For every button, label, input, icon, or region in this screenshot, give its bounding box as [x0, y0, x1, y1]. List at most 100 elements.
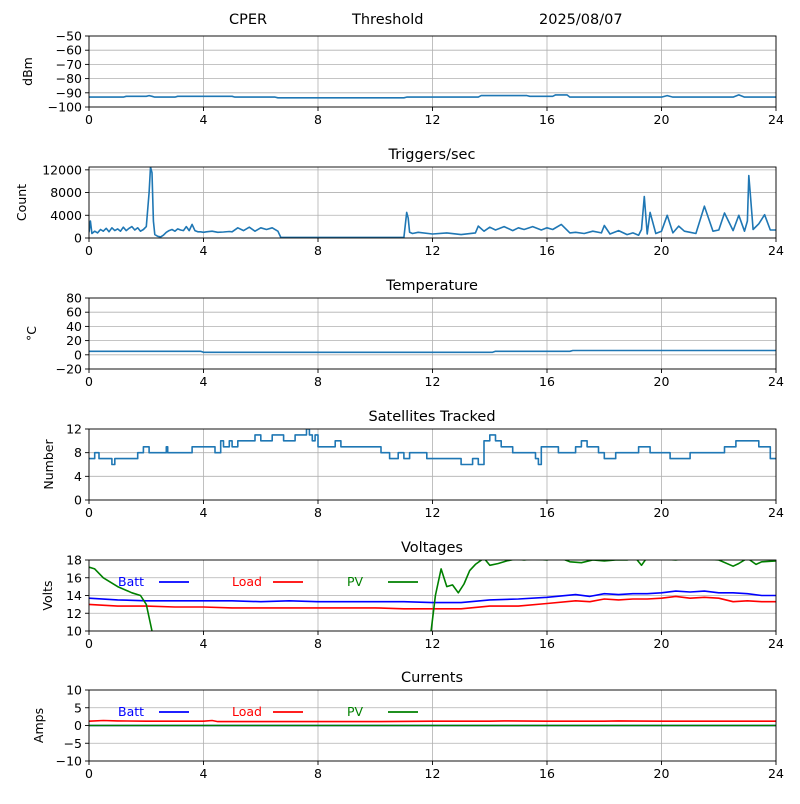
triggers-xtick-label: 8 — [314, 243, 322, 258]
currents-xtick-label: 8 — [314, 766, 322, 781]
triggers-xtick-label: 20 — [654, 243, 670, 258]
voltages-legend-label-load: Load — [232, 574, 262, 589]
triggers-ytick-label: 12000 — [42, 162, 82, 177]
temperature-xtick-label: 12 — [425, 374, 441, 389]
voltages-xtick-label: 16 — [539, 636, 555, 651]
triggers-xtick-label: 4 — [200, 243, 208, 258]
voltages-pv-line — [89, 566, 153, 631]
triggers-xtick-label: 24 — [768, 243, 784, 258]
currents-xtick-label: 16 — [539, 766, 555, 781]
voltages-ytick-label: 12 — [66, 606, 82, 621]
voltages-legend-label-batt: Batt — [118, 574, 144, 589]
threshold-ytick-label: −90 — [56, 85, 82, 100]
threshold-xtick-label: 0 — [85, 112, 93, 127]
threshold-xtick-label: 4 — [200, 112, 208, 127]
satellites-title: Satellites Tracked — [368, 409, 495, 425]
currents-xtick-label: 20 — [654, 766, 670, 781]
temperature-ytick-label: −20 — [56, 362, 82, 377]
triggers-series-line — [89, 167, 776, 238]
satellites-series-line — [89, 429, 776, 466]
voltages-legend-label-pv: PV — [347, 574, 364, 589]
currents-ytick-label: −10 — [56, 754, 82, 769]
voltages-load-line — [89, 595, 776, 610]
threshold-xtick-label: 8 — [314, 112, 322, 127]
triggers-xtick-label: 16 — [539, 243, 555, 258]
satellites-ytick-label: 0 — [74, 493, 82, 508]
currents-ylabel: Amps — [31, 708, 46, 743]
voltages-xtick-label: 4 — [200, 636, 208, 651]
currents-legend-label-load: Load — [232, 704, 262, 719]
voltages-title: Voltages — [401, 540, 463, 556]
satellites-ytick-label: 12 — [66, 422, 82, 437]
satellites-ylabel: Number — [41, 439, 56, 490]
header-site: CPER — [229, 12, 268, 28]
voltages-ytick-label: 16 — [66, 570, 82, 585]
threshold-ytick-label: −60 — [56, 43, 82, 58]
triggers-ylabel: Count — [14, 184, 29, 221]
voltages-xtick-label: 24 — [768, 636, 784, 651]
currents-ytick-label: 0 — [74, 718, 82, 733]
threshold-xtick-label: 24 — [768, 112, 784, 127]
satellites-xtick-label: 0 — [85, 505, 93, 520]
currents-load-line — [89, 719, 776, 723]
temperature-xtick-label: 16 — [539, 374, 555, 389]
triggers-ytick-label: 0 — [74, 231, 82, 246]
threshold-ytick-label: −100 — [48, 100, 82, 115]
satellites-ytick-label: 8 — [74, 445, 82, 460]
threshold-ylabel: dBm — [20, 57, 35, 86]
satellites-xtick-label: 20 — [654, 505, 670, 520]
currents-xtick-label: 24 — [768, 766, 784, 781]
currents-xtick-label: 12 — [425, 766, 441, 781]
temperature-series-line — [89, 349, 776, 354]
temperature-xtick-label: 4 — [200, 374, 208, 389]
temperature-ylabel: °C — [24, 326, 39, 341]
currents-legend-label-pv: PV — [347, 704, 364, 719]
temperature-title: Temperature — [385, 278, 478, 294]
triggers-xtick-label: 12 — [425, 243, 441, 258]
threshold-series-line — [89, 94, 776, 99]
triggers-ytick-label: 8000 — [50, 185, 82, 200]
voltages-ytick-label: 10 — [66, 624, 82, 639]
threshold-ytick-label: −50 — [56, 29, 82, 44]
header-mode: Threshold — [352, 12, 424, 28]
threshold-ytick-label: −80 — [56, 71, 82, 86]
voltages-xtick-label: 0 — [85, 636, 93, 651]
header-date: 2025/08/07 — [539, 12, 623, 28]
temperature-ytick-label: 80 — [66, 291, 82, 306]
currents-title: Currents — [401, 670, 463, 686]
triggers-ytick-label: 4000 — [50, 208, 82, 223]
currents-xtick-label: 0 — [85, 766, 93, 781]
temperature-ytick-label: 20 — [66, 333, 82, 348]
temperature-xtick-label: 20 — [654, 374, 670, 389]
voltages-pv-line — [430, 560, 776, 631]
satellites-xtick-label: 8 — [314, 505, 322, 520]
threshold-xtick-label: 16 — [539, 112, 555, 127]
satellites-xtick-label: 4 — [200, 505, 208, 520]
temperature-ytick-label: 0 — [74, 347, 82, 362]
threshold-xtick-label: 12 — [425, 112, 441, 127]
voltages-xtick-label: 8 — [314, 636, 322, 651]
currents-ytick-label: −5 — [64, 736, 82, 751]
triggers-xtick-label: 0 — [85, 243, 93, 258]
temperature-ytick-label: 60 — [66, 305, 82, 320]
temperature-xtick-label: 8 — [314, 374, 322, 389]
currents-xtick-label: 4 — [200, 766, 208, 781]
voltages-ylabel: Volts — [40, 580, 55, 610]
voltages-xtick-label: 20 — [654, 636, 670, 651]
satellites-xtick-label: 16 — [539, 505, 555, 520]
temperature-xtick-label: 0 — [85, 374, 93, 389]
voltages-ytick-label: 18 — [66, 553, 82, 568]
temperature-xtick-label: 24 — [768, 374, 784, 389]
voltages-xtick-label: 12 — [425, 636, 441, 651]
currents-ytick-label: 5 — [74, 700, 82, 715]
currents-legend-label-batt: Batt — [118, 704, 144, 719]
voltages-ytick-label: 14 — [66, 588, 82, 603]
satellites-ytick-label: 4 — [74, 469, 82, 484]
voltages-batt-line — [89, 590, 776, 604]
temperature-ytick-label: 40 — [66, 319, 82, 334]
threshold-ytick-label: −70 — [56, 57, 82, 72]
satellites-xtick-label: 12 — [425, 505, 441, 520]
threshold-xtick-label: 20 — [654, 112, 670, 127]
